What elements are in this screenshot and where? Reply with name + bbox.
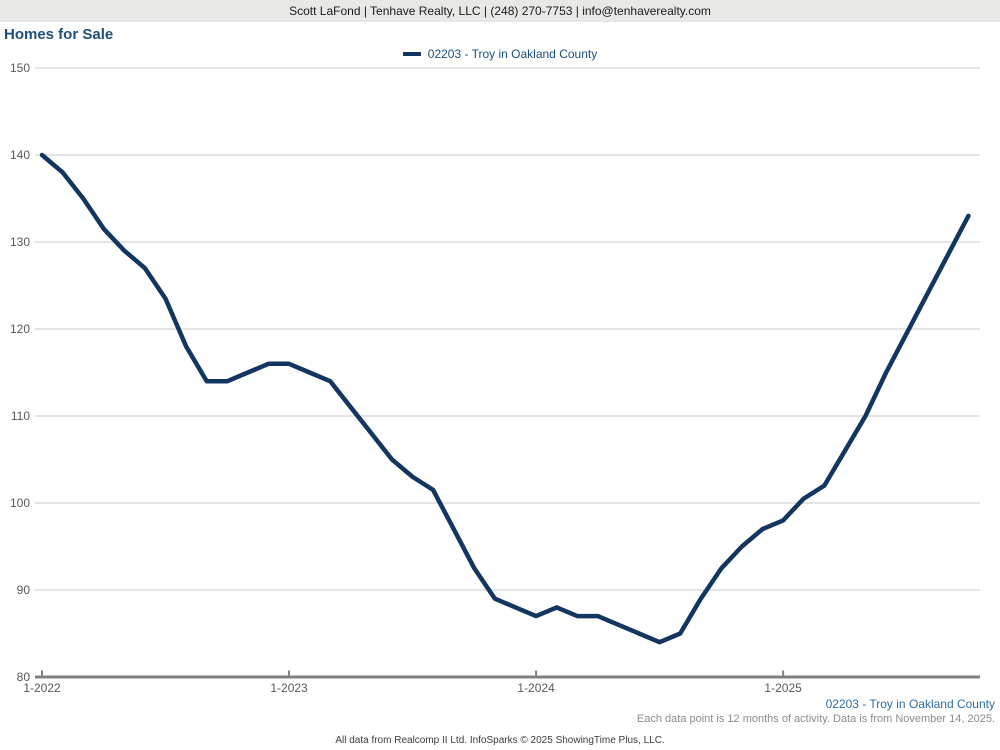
x-axis-label: 1-2022 <box>23 681 61 695</box>
chart-legend: 02203 - Troy in Oakland County <box>0 46 1000 62</box>
y-axis-label: 100 <box>10 496 30 510</box>
x-axis-label: 1-2023 <box>270 681 308 695</box>
data-note: Each data point is 12 months of activity… <box>636 713 995 725</box>
y-axis-label: 120 <box>10 322 30 336</box>
y-axis-label: 130 <box>10 235 30 249</box>
y-axis-label: 140 <box>10 148 30 162</box>
legend-label: 02203 - Troy in Oakland County <box>427 47 598 61</box>
page-title: Homes for Sale <box>4 26 114 43</box>
attribution: All data from Realcomp II Ltd. InfoSpark… <box>335 735 665 746</box>
y-axis-label: 90 <box>17 583 31 597</box>
y-axis-label: 150 <box>10 61 30 75</box>
x-axis-label: 1-2024 <box>517 681 555 695</box>
series-line <box>39 152 971 645</box>
y-axis-label: 110 <box>11 409 30 423</box>
series-caption: 02203 - Troy in Oakland County <box>825 697 995 711</box>
contact-text: Scott LaFond | Tenhave Realty, LLC | (24… <box>289 4 711 18</box>
gridlines <box>35 67 980 591</box>
y-axis-label: 80 <box>17 670 31 684</box>
legend-line-swatch <box>402 52 421 56</box>
contact-bar: Scott LaFond | Tenhave Realty, LLC | (24… <box>0 0 1000 22</box>
x-axis-label: 1-2025 <box>764 681 802 695</box>
y-axis-labels: 80 90 100 110 120 130 140 150 <box>10 61 30 684</box>
x-axis-ticks: 1-2022 1-2023 1-2024 1-2025 <box>23 670 802 695</box>
chart-footnote: 02203 - Troy in Oakland County Each data… <box>637 697 995 726</box>
